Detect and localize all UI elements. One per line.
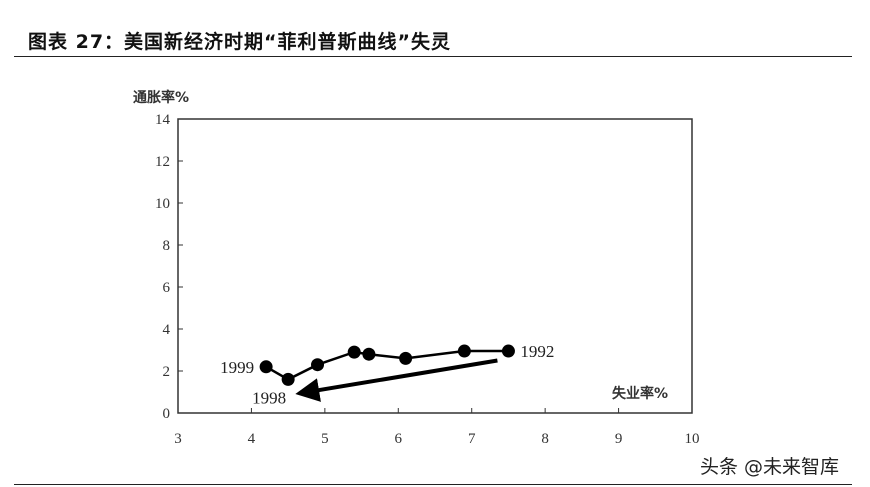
x-tick-label: 4 <box>248 431 256 447</box>
y-tick-label: 12 <box>155 154 170 170</box>
data-point <box>362 347 376 361</box>
y-tick-label: 14 <box>155 112 171 128</box>
y-axis-label: 通胀率% <box>133 89 189 106</box>
year-label: 1999 <box>220 358 254 377</box>
plot-frame <box>177 118 693 414</box>
x-tick-label: 3 <box>174 431 182 447</box>
y-tick-label: 2 <box>163 364 171 380</box>
x-tick-label: 6 <box>395 431 403 447</box>
y-tick-label: 6 <box>163 280 171 296</box>
year-label: 1992 <box>520 342 554 361</box>
data-point <box>281 372 295 386</box>
x-tick-label: 9 <box>615 431 623 447</box>
data-point <box>259 360 273 374</box>
year-label: 1998 <box>252 388 286 407</box>
data-point <box>399 351 413 365</box>
x-tick-label: 8 <box>541 431 549 447</box>
bottom-divider <box>14 484 852 485</box>
data-point <box>311 358 325 372</box>
x-axis-label: 失业率% <box>612 385 668 402</box>
watermark: 头条 @未来智库 <box>700 456 840 478</box>
figure-title: 图表 27：美国新经济时期“菲利普斯曲线”失灵 <box>28 31 452 53</box>
data-point <box>457 344 471 358</box>
y-tick-label: 8 <box>163 238 171 254</box>
x-tick-label: 7 <box>468 431 476 447</box>
y-tick-label: 0 <box>163 406 171 422</box>
top-divider <box>14 56 852 57</box>
y-tick-label: 10 <box>155 196 170 212</box>
y-tick-label: 4 <box>163 322 171 338</box>
data-point <box>501 344 515 358</box>
trend-arrow <box>295 358 498 402</box>
x-tick-label: 5 <box>321 431 329 447</box>
data-point <box>347 345 361 359</box>
x-tick-label: 10 <box>685 431 700 447</box>
